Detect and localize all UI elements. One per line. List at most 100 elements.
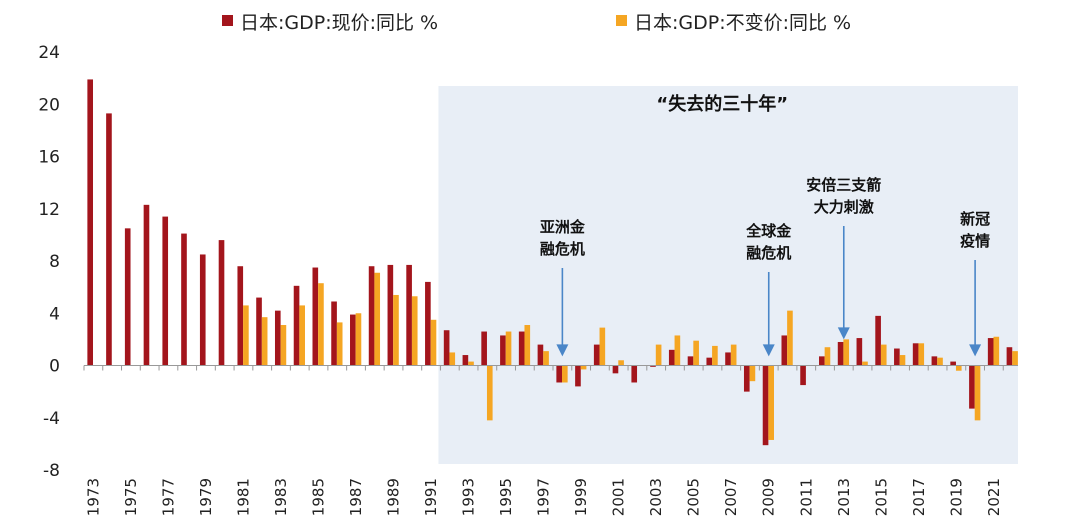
x-tick-label: 1975	[122, 478, 140, 516]
x-tick-label: 2011	[797, 478, 815, 516]
bar-real-1994	[486, 365, 493, 421]
bar-real-1984	[299, 305, 305, 366]
x-tick-label: 1993	[460, 478, 478, 516]
bar-nominal-2008	[743, 365, 750, 392]
bar-nominal-2005	[687, 356, 694, 366]
bar-real-2021	[993, 336, 1000, 366]
legend-label: 日本:GDP:现价:同比 %	[240, 12, 438, 34]
bar-nominal-1976	[143, 204, 150, 366]
x-tick-label: 2013	[835, 478, 853, 516]
bar-nominal-1985	[312, 267, 319, 366]
bar-real-1983	[280, 325, 287, 366]
x-tick-label: 1983	[272, 478, 290, 516]
bar-real-1987	[355, 313, 362, 366]
bar-nominal-2002	[631, 365, 638, 383]
bar-nominal-2011	[800, 365, 806, 386]
annotation-text: 大力刺激	[814, 198, 875, 216]
legend-label: 日本:GDP:不变价:同比 %	[634, 12, 851, 34]
x-tick-label: 1999	[572, 478, 590, 516]
y-tick-label: 16	[38, 148, 60, 168]
bar-nominal-2013	[837, 341, 844, 366]
y-tick-label: 12	[38, 200, 60, 220]
y-axis: 24 20 16 12 8 4 0 -4 -8	[38, 43, 60, 481]
lost-thirty-years-region	[438, 86, 1018, 464]
bar-real-2016	[899, 355, 906, 366]
bar-nominal-1984	[293, 285, 300, 366]
bar-real-1996	[524, 325, 531, 366]
bar-real-2004	[674, 335, 681, 366]
annotation-arrow-head	[969, 344, 982, 357]
bar-nominal-1989	[387, 264, 394, 366]
x-tick-label: 2015	[872, 478, 890, 516]
bar-real-2010	[787, 310, 793, 366]
bar-nominal-1993	[462, 355, 469, 366]
x-tick-label: 2001	[610, 478, 628, 516]
x-tick-label: 1989	[385, 478, 403, 516]
bar-real-2008	[749, 365, 756, 382]
bar-nominal-1996	[518, 331, 525, 366]
x-tick-label: 1995	[497, 478, 515, 516]
bar-nominal-2017	[912, 343, 919, 366]
bar-nominal-1987	[350, 314, 356, 366]
bar-real-1991	[430, 319, 437, 366]
bar-nominal-1998	[556, 365, 563, 383]
bar-real-1992	[449, 352, 456, 366]
x-tick-label: 2021	[985, 478, 1003, 516]
bar-nominal-1997	[537, 344, 544, 366]
bar-real-1993	[468, 361, 474, 366]
bar-nominal-2012	[819, 356, 825, 366]
bar-real-1999	[580, 365, 587, 370]
bar-real-2009	[768, 365, 774, 440]
bar-nominal-2021	[987, 338, 994, 366]
legend-swatch	[616, 15, 627, 26]
x-tick-label: 2009	[760, 478, 778, 516]
bar-real-2015	[880, 344, 887, 366]
bar-nominal-2003	[650, 365, 656, 367]
bar-nominal-2001	[612, 365, 619, 374]
bar-nominal-1992	[443, 330, 450, 366]
x-tick-label: 2019	[947, 478, 965, 516]
x-tick-label: 1979	[197, 478, 215, 516]
bar-real-1986	[336, 322, 343, 366]
y-tick-label: 0	[49, 357, 60, 377]
bar-real-2022	[1012, 351, 1018, 366]
bar-nominal-1986	[331, 301, 337, 366]
bar-real-2019	[955, 365, 962, 371]
x-tick-label: 1985	[310, 478, 328, 516]
bar-nominal-2004	[668, 349, 675, 366]
bar-nominal-2015	[875, 315, 881, 366]
y-tick-label: 24	[38, 43, 60, 63]
annotation-text: 新冠	[960, 210, 990, 228]
x-tick-label: 2003	[647, 478, 665, 516]
bar-nominal-2006	[706, 357, 713, 366]
bar-real-1982	[261, 317, 268, 366]
bar-nominal-1990	[406, 264, 412, 366]
bar-real-2014	[862, 361, 868, 366]
bar-nominal-2022	[1006, 347, 1013, 366]
bar-nominal-2016	[894, 348, 900, 366]
x-tick-label: 1997	[535, 478, 553, 516]
y-tick-label: 8	[49, 252, 60, 272]
shaded-region-label: “失去的三十年”	[656, 93, 788, 115]
y-tick-label: -8	[43, 461, 60, 481]
bar-nominal-1983	[274, 310, 281, 366]
bar-real-1988	[374, 272, 381, 366]
bar-nominal-1994	[481, 331, 487, 366]
x-tick-label: 1973	[84, 478, 102, 516]
bar-real-1995	[505, 331, 512, 366]
bar-real-2005	[693, 340, 699, 366]
bar-nominal-1995	[500, 335, 506, 366]
bar-nominal-2010	[781, 335, 788, 366]
y-tick-label: 4	[49, 304, 60, 324]
annotation-text: 融危机	[746, 244, 791, 262]
bar-real-1990	[411, 296, 418, 366]
bar-nominal-2019	[950, 361, 956, 366]
bar-nominal-1991	[425, 281, 431, 366]
bar-nominal-1979	[199, 254, 206, 366]
bar-real-2000	[599, 327, 606, 366]
bar-real-2017	[918, 343, 925, 366]
bar-nominal-1975	[124, 228, 131, 366]
bar-nominal-2009	[762, 365, 769, 446]
